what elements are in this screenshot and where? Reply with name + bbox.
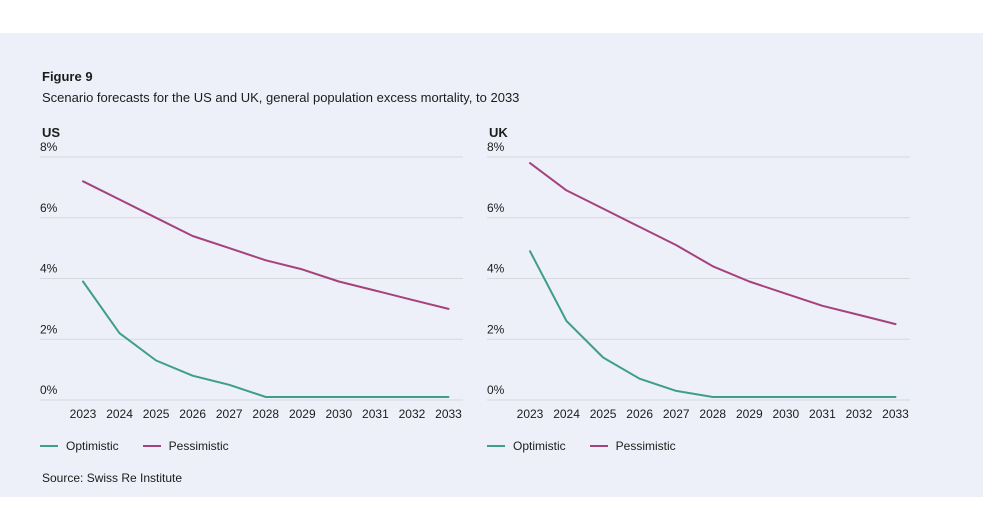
- y-tick-label: 0%: [487, 383, 505, 397]
- source-note: Source: Swiss Re Institute: [42, 471, 183, 485]
- pessimistic-line: [529, 162, 897, 326]
- x-tick-label: 2026: [626, 407, 653, 421]
- y-tick-label: 8%: [40, 140, 58, 154]
- us-line-plot: 0% 2% 4% 6% 8% 2023 2024 2025 2026 2027 2028 2029 20…: [40, 140, 463, 421]
- legend-label-optimistic: Optimistic: [66, 438, 119, 453]
- y-tick-label: 6%: [487, 201, 505, 215]
- x-tick-label: 2023: [70, 407, 97, 421]
- legend-uk: Optimistic Pessimistic: [487, 438, 910, 453]
- legend-swatch-optimistic: [487, 444, 505, 447]
- x-tick-label: 2032: [846, 407, 873, 421]
- x-tick-label: 2029: [736, 407, 763, 421]
- chart-title-us: US: [42, 125, 61, 140]
- legend-item-pessimistic: Pessimistic: [142, 438, 229, 453]
- pessimistic-line: [82, 180, 450, 310]
- y-tick-label: 8%: [487, 140, 505, 154]
- x-tick-label: 2026: [179, 407, 206, 421]
- y-tick-label: 0%: [40, 383, 58, 397]
- legend-swatch-pessimistic: [589, 444, 608, 447]
- uk-line-plot: 0% 2% 4% 6% 8% 2023 2024 2025 2026 2027 2028 2029 20…: [487, 140, 910, 421]
- x-tick-label: 2028: [699, 407, 726, 421]
- chart-title-uk: UK: [489, 125, 508, 140]
- x-tick-label: 2033: [882, 407, 909, 421]
- x-tick-label: 2024: [553, 407, 580, 421]
- charts-row: US 0% 2% 4% 6% 8% 2023 2024 2025 2026 2027 2028 202…: [40, 125, 983, 453]
- x-tick-label: 2024: [106, 407, 133, 421]
- x-tick-label: 2032: [399, 407, 426, 421]
- legend-item-pessimistic: Pessimistic: [589, 438, 676, 453]
- legend-label-pessimistic: Pessimistic: [168, 438, 229, 453]
- x-tick-label: 2031: [809, 407, 836, 421]
- legend-swatch-pessimistic: [142, 444, 161, 447]
- x-tick-label: 2027: [216, 407, 243, 421]
- legend-swatch-optimistic: [40, 444, 58, 447]
- legend-label-optimistic: Optimistic: [513, 438, 566, 453]
- x-tick-label: 2029: [289, 407, 316, 421]
- figure-panel: Figure 9 Scenario forecasts for the US a…: [0, 33, 983, 497]
- y-tick-label: 4%: [487, 262, 505, 276]
- legend-item-optimistic: Optimistic: [40, 439, 119, 453]
- x-tick-label: 2027: [663, 407, 690, 421]
- optimistic-line: [529, 250, 897, 398]
- chart-uk: UK 0% 2% 4% 6% 8% 2023 2024 2025 2026 2027 2028 202…: [487, 125, 910, 453]
- figure-label: Figure 9: [42, 69, 93, 84]
- y-tick-label: 2%: [40, 322, 58, 336]
- x-tick-label: 2030: [772, 407, 799, 421]
- x-tick-label: 2025: [143, 407, 170, 421]
- chart-us: US 0% 2% 4% 6% 8% 2023 2024 2025 2026 2027 2028 202…: [40, 125, 463, 453]
- x-tick-label: 2023: [517, 407, 544, 421]
- legend-item-optimistic: Optimistic: [487, 439, 566, 453]
- x-tick-label: 2033: [435, 407, 462, 421]
- x-tick-label: 2031: [362, 407, 389, 421]
- x-tick-label: 2028: [252, 407, 279, 421]
- legend-label-pessimistic: Pessimistic: [615, 438, 676, 453]
- y-tick-label: 6%: [40, 201, 58, 215]
- optimistic-line: [82, 280, 450, 398]
- x-tick-label: 2025: [590, 407, 617, 421]
- x-tick-label: 2030: [325, 407, 352, 421]
- y-tick-label: 2%: [487, 322, 505, 336]
- figure-subtitle: Scenario forecasts for the US and UK, ge…: [42, 90, 520, 105]
- legend-us: Optimistic Pessimistic: [40, 438, 463, 453]
- y-tick-label: 4%: [40, 262, 58, 276]
